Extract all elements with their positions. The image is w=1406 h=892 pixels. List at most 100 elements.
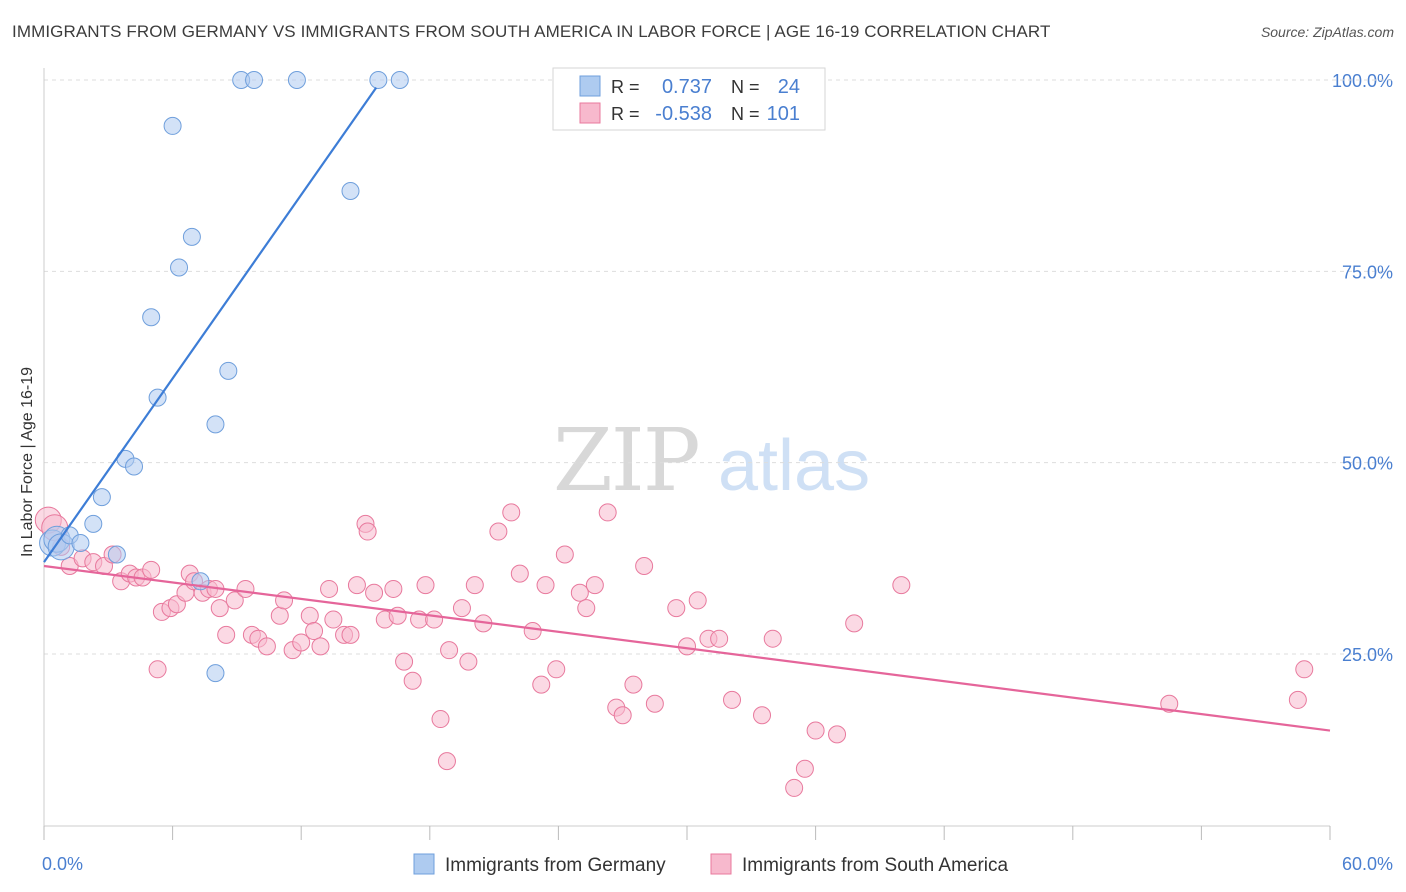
south-america-point — [217, 625, 236, 644]
n-value: 101 — [767, 103, 800, 125]
n-label: N = — [731, 77, 760, 97]
y-tick-label: 100.0% — [1332, 71, 1393, 91]
south-america-point — [452, 599, 471, 618]
r-label: R = — [611, 77, 640, 97]
south-america-point — [320, 579, 339, 598]
south-america-trend-line — [43, 564, 1331, 732]
south-america-point — [324, 610, 343, 629]
south-america-point — [148, 660, 167, 679]
south-america-point — [489, 522, 508, 541]
germany-point — [142, 308, 161, 327]
south-america-point — [523, 622, 542, 641]
y-tick-label: 50.0% — [1342, 454, 1393, 474]
watermark-zip: ZIP — [553, 411, 699, 511]
south-america-point — [292, 633, 311, 652]
south-america-point — [667, 599, 686, 618]
south-america-point — [710, 629, 729, 648]
south-america-point — [1160, 694, 1179, 713]
south-america-point — [635, 556, 654, 575]
germany-point — [84, 514, 103, 533]
south-america-point — [257, 637, 276, 656]
south-america-point — [236, 579, 255, 598]
germany-point — [71, 534, 90, 553]
legend-germany-label: Immigrants from Germany — [445, 855, 666, 876]
n-value: 24 — [778, 76, 800, 98]
r-value: -0.538 — [655, 103, 712, 125]
germany-swatch — [579, 75, 601, 97]
germany-trend-line — [43, 87, 378, 563]
germany-point — [341, 181, 360, 200]
y-tick-label: 75.0% — [1342, 262, 1393, 282]
south-america-point — [341, 625, 360, 644]
germany-point — [287, 71, 306, 89]
south-america-point — [210, 599, 229, 618]
south-america-point — [1288, 690, 1307, 709]
x-tick-label-min: 0.0% — [42, 854, 83, 874]
germany-point — [107, 545, 126, 564]
south-america-point — [384, 579, 403, 598]
south-america-point — [437, 752, 456, 771]
r-label: R = — [611, 104, 640, 124]
south-america-point — [305, 622, 324, 641]
south-america-point — [547, 660, 566, 679]
south-america-point — [365, 583, 384, 602]
south-america-point — [440, 641, 459, 660]
germany-point — [219, 361, 238, 380]
watermark-atlas: atlas — [718, 426, 870, 506]
germany-point — [369, 71, 388, 89]
south-america-swatch — [579, 102, 601, 124]
germany-point — [390, 71, 409, 89]
south-america-point — [425, 610, 444, 629]
germany-point — [170, 258, 189, 277]
r-value: 0.737 — [662, 76, 712, 98]
south-america-point — [311, 637, 330, 656]
south-america-point — [403, 671, 422, 690]
south-america-point — [1295, 660, 1314, 679]
south-america-point — [645, 694, 664, 713]
south-america-point — [225, 591, 244, 610]
south-america-point — [613, 706, 632, 725]
germany-point — [245, 71, 264, 89]
south-america-point — [416, 576, 435, 595]
south-america-point — [347, 576, 366, 595]
germany-point — [92, 488, 111, 507]
south-america-point — [688, 591, 707, 610]
x-tick-label-max: 60.0% — [1342, 854, 1393, 874]
south-america-point — [142, 560, 161, 579]
germany-point — [206, 415, 225, 434]
y-tick-label: 25.0% — [1342, 645, 1393, 665]
south-america-point — [892, 576, 911, 595]
south-america-point — [358, 522, 377, 541]
south-america-point — [270, 606, 289, 625]
south-america-point — [845, 614, 864, 633]
south-america-point — [395, 652, 414, 671]
south-america-point — [795, 759, 814, 778]
south-america-point — [585, 576, 604, 595]
south-america-point — [555, 545, 574, 564]
legend-south-america-swatch — [710, 853, 732, 875]
south-america-point — [577, 599, 596, 618]
south-america-point — [510, 564, 529, 583]
south-america-point — [723, 690, 742, 709]
germany-point — [182, 227, 201, 246]
south-america-point — [570, 583, 589, 602]
germany-point — [125, 457, 144, 476]
south-america-point — [828, 725, 847, 744]
south-america-point — [763, 629, 782, 648]
south-america-point — [532, 675, 551, 694]
south-america-point — [624, 675, 643, 694]
south-america-point — [300, 606, 319, 625]
south-america-point — [598, 503, 617, 522]
chart-title: IMMIGRANTS FROM GERMANY VS IMMIGRANTS FR… — [12, 22, 1051, 41]
south-america-point — [502, 503, 521, 522]
germany-point — [163, 116, 182, 135]
south-america-point — [806, 721, 825, 740]
south-america-point — [275, 591, 294, 610]
south-america-point — [536, 576, 555, 595]
source-credit: Source: ZipAtlas.com — [1260, 24, 1394, 40]
south-america-point — [678, 637, 696, 656]
stats-legend: R = 0.737 N = 24 R = -0.538 N = 101 — [552, 67, 826, 131]
n-label: N = — [731, 104, 760, 124]
series-legend: Immigrants from Germany Immigrants from S… — [413, 853, 1009, 876]
